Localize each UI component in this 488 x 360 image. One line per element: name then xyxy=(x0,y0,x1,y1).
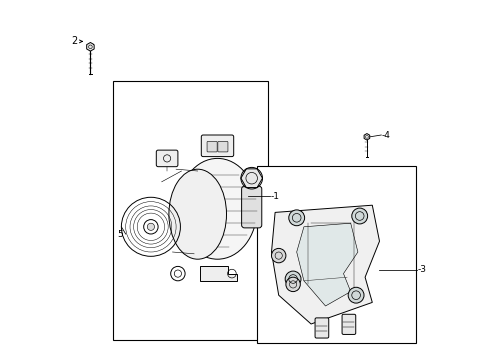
Polygon shape xyxy=(364,134,369,140)
Text: -3: -3 xyxy=(417,266,426,275)
FancyBboxPatch shape xyxy=(156,150,178,167)
FancyBboxPatch shape xyxy=(201,135,233,157)
Polygon shape xyxy=(296,223,357,306)
Bar xyxy=(113,81,267,340)
Bar xyxy=(257,166,415,343)
FancyBboxPatch shape xyxy=(206,141,217,152)
Polygon shape xyxy=(271,205,379,324)
Text: -1: -1 xyxy=(270,192,279,201)
Circle shape xyxy=(351,208,367,224)
Circle shape xyxy=(271,248,285,263)
Text: -4: -4 xyxy=(381,131,390,140)
Ellipse shape xyxy=(168,169,226,259)
Circle shape xyxy=(147,223,154,230)
Ellipse shape xyxy=(178,158,257,259)
Text: 2: 2 xyxy=(72,36,78,46)
Circle shape xyxy=(285,277,300,292)
FancyBboxPatch shape xyxy=(314,318,328,338)
Polygon shape xyxy=(86,42,94,51)
FancyBboxPatch shape xyxy=(342,314,355,334)
Polygon shape xyxy=(241,169,262,188)
Text: 5: 5 xyxy=(118,230,123,239)
Circle shape xyxy=(347,287,363,303)
Circle shape xyxy=(285,271,301,287)
Polygon shape xyxy=(199,266,237,281)
FancyBboxPatch shape xyxy=(218,141,227,152)
Circle shape xyxy=(288,210,304,226)
FancyBboxPatch shape xyxy=(241,186,261,228)
